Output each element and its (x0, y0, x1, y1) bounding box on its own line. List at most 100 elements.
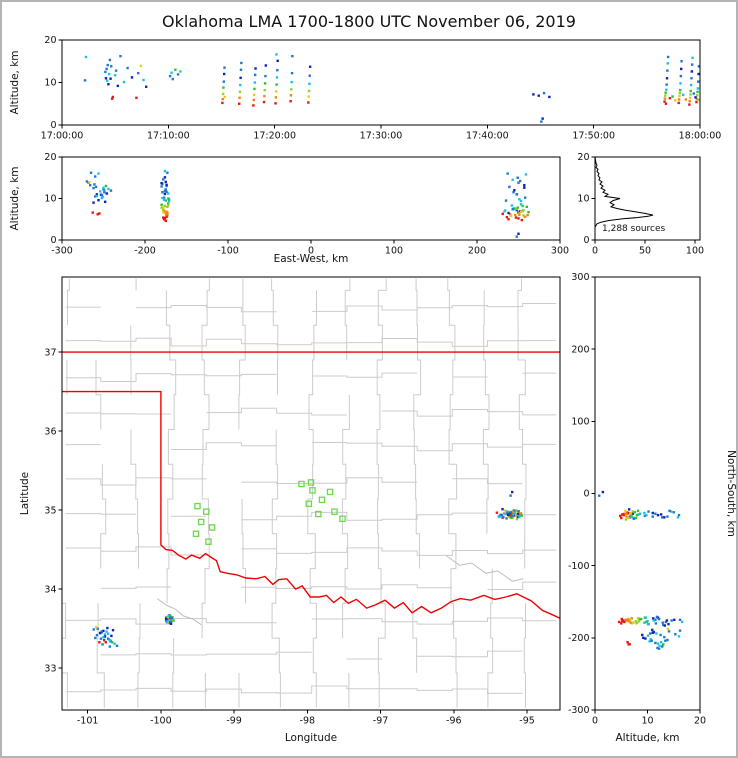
source-point (663, 516, 666, 519)
source-point (670, 619, 673, 622)
source-point (139, 64, 143, 68)
x-tick-label: -100 (150, 716, 172, 727)
x-tick-label: 18:00:00 (679, 131, 722, 142)
source-point (635, 621, 639, 624)
time-altitude-panel: 17:00:00 17:10:00 17:20:00 17:30:00 17:40:00… (41, 35, 722, 141)
source-point (655, 615, 659, 619)
source-point (688, 96, 692, 99)
source-point (161, 191, 164, 194)
source-point (664, 94, 667, 97)
source-point (515, 514, 518, 517)
source-point (664, 102, 668, 105)
source-point (253, 87, 256, 91)
source-point (275, 83, 278, 86)
source-point (631, 516, 634, 519)
source-point (290, 71, 294, 75)
source-point (100, 631, 103, 634)
source-point (513, 207, 516, 210)
source-point (697, 80, 700, 83)
y-tick-label: 10 (44, 78, 56, 89)
x-tick-label: -98 (300, 716, 316, 727)
source-point (102, 629, 105, 633)
y-tick-label: 20 (44, 35, 56, 46)
ns-panel-xlabel: Altitude, km (615, 732, 679, 744)
source-point (516, 176, 519, 179)
source-point (646, 622, 650, 626)
y-tick-label: -200 (568, 633, 590, 644)
y-tick-label: 36 (44, 426, 56, 437)
source-point (308, 65, 312, 68)
source-point (623, 620, 626, 624)
source-point (537, 94, 540, 97)
source-point (659, 513, 663, 516)
source-point (542, 91, 546, 95)
source-point (253, 73, 257, 77)
y-tick-label: 200 (571, 344, 589, 355)
source-point (621, 620, 625, 623)
panel-frame (61, 276, 561, 711)
source-point (518, 179, 522, 183)
source-point (239, 76, 242, 80)
source-point (276, 59, 279, 63)
source-point (521, 209, 524, 213)
source-point (95, 633, 99, 637)
x-tick-label: -95 (519, 716, 535, 727)
source-point (622, 513, 625, 516)
source-point (509, 214, 513, 218)
source-point (678, 618, 682, 621)
source-point (645, 513, 648, 517)
source-point (676, 516, 680, 519)
source-point (678, 94, 681, 98)
source-point (690, 77, 693, 80)
source-point (666, 638, 669, 642)
y-tick-label: 35 (44, 505, 56, 516)
source-point (673, 99, 677, 102)
source-point (252, 104, 255, 107)
source-point (164, 180, 167, 184)
source-point (105, 79, 109, 82)
source-point (540, 120, 543, 123)
axis-ticks: 17:00:00 17:10:00 17:20:00 17:30:00 17:40:00… (41, 35, 722, 141)
source-point (627, 620, 631, 623)
source-point (657, 647, 661, 650)
source-point (522, 214, 525, 217)
source-point (674, 633, 677, 636)
y-tick-label: 300 (571, 272, 589, 283)
source-point (654, 641, 657, 645)
source-point (510, 204, 514, 207)
panel-frame (594, 276, 701, 711)
source-point (629, 511, 632, 515)
source-point (98, 190, 102, 193)
source-point (677, 101, 680, 105)
source-point (627, 508, 631, 511)
source-point (673, 618, 676, 621)
source-point (680, 67, 683, 71)
source-point (93, 183, 96, 186)
source-point (264, 64, 268, 67)
river-line (156, 598, 202, 626)
source-point (103, 200, 107, 204)
lma-station-marker (192, 530, 200, 538)
lma-station-marker (315, 510, 322, 518)
source-point (663, 100, 666, 103)
source-point (290, 88, 293, 91)
source-point (116, 84, 120, 88)
source-point (646, 634, 650, 637)
source-point (515, 517, 519, 521)
source-point (689, 89, 692, 93)
source-point (96, 213, 99, 216)
source-point (631, 512, 634, 515)
source-point (163, 204, 167, 208)
source-point (91, 211, 94, 214)
source-point (168, 616, 172, 619)
source-point (111, 95, 115, 99)
source-point (656, 642, 660, 645)
source-point (110, 65, 113, 68)
source-point (164, 199, 167, 202)
source-point (308, 82, 311, 85)
source-point (654, 618, 657, 621)
source-point (165, 621, 169, 624)
source-point (167, 192, 170, 195)
source-point (104, 70, 107, 74)
